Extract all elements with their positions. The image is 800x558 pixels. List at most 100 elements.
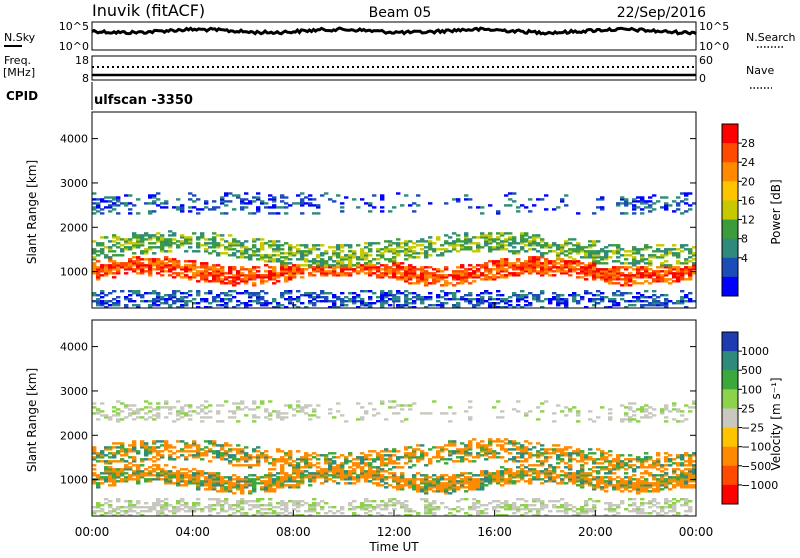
velocity-cell: [500, 506, 504, 508]
power-cell: [540, 290, 544, 292]
velocity-cell: [224, 458, 228, 460]
velocity-cell: [536, 442, 540, 444]
power-cell: [92, 262, 96, 264]
power-cell: [112, 196, 116, 198]
velocity-cell: [136, 506, 140, 508]
power-cell: [256, 254, 260, 256]
power-cell: [368, 242, 372, 244]
power-cell: [348, 298, 352, 300]
velocity-cell: [172, 446, 176, 448]
power-cell: [300, 264, 304, 266]
power-cell: [344, 196, 348, 198]
power-cell: [660, 270, 664, 272]
velocity-cell: [176, 440, 180, 442]
power-cell: [308, 202, 312, 204]
velocity-cell: [224, 486, 228, 488]
velocity-cell: [488, 472, 492, 474]
power-cell: [120, 254, 124, 256]
power-cell: [472, 242, 476, 244]
velocity-cell: [584, 472, 588, 474]
velocity-cell: [548, 470, 552, 472]
velocity-cell: [400, 484, 404, 486]
power-cell: [320, 252, 324, 254]
power-cell: [372, 302, 376, 304]
power-cell: [100, 296, 104, 298]
power-cell: [624, 254, 628, 256]
velocity-cell: [204, 440, 208, 442]
power-cell: [236, 292, 240, 294]
velocity-cell: [292, 476, 296, 478]
velocity-cell: [336, 456, 340, 458]
velocity-cell: [288, 474, 292, 476]
power-cell: [568, 274, 572, 276]
power-heatmap-cells: [92, 192, 696, 308]
power-cell: [232, 290, 236, 292]
velocity-cell: [572, 406, 576, 408]
power-cell: [568, 256, 572, 258]
velocity-cell: [216, 420, 220, 422]
velocity-cell: [100, 460, 104, 462]
power-cell: [216, 300, 220, 302]
power-cell: [540, 262, 544, 264]
velocity-cell: [236, 476, 240, 478]
power-cell: [204, 248, 208, 250]
velocity-cell: [180, 472, 184, 474]
velocity-cell: [116, 418, 120, 420]
power-cell: [324, 260, 328, 262]
power-cell: [636, 266, 640, 268]
velocity-cell: [368, 480, 372, 482]
power-cell: [116, 212, 120, 214]
velocity-cell: [452, 474, 456, 476]
power-cell: [328, 292, 332, 294]
power-cell: [396, 296, 400, 298]
power-cell: [428, 254, 432, 256]
power-cell: [204, 238, 208, 240]
velocity-cell: [228, 504, 232, 506]
velocity-cell: [96, 418, 100, 420]
velocity-cell: [272, 510, 276, 512]
colorbar-swatch: [722, 143, 738, 163]
velocity-cell: [468, 406, 472, 408]
velocity-cell: [556, 466, 560, 468]
power-cell: [504, 244, 508, 246]
power-cell: [304, 292, 308, 294]
velocity-cell: [420, 412, 424, 414]
velocity-cell: [452, 412, 456, 414]
power-cell: [648, 196, 652, 198]
power-cell: [456, 244, 460, 246]
power-cell: [552, 292, 556, 294]
velocity-cell: [392, 472, 396, 474]
power-cell: [504, 298, 508, 300]
velocity-cell: [564, 482, 568, 484]
power-cell: [420, 296, 424, 298]
power-cell: [164, 270, 168, 272]
power-cell: [604, 250, 608, 252]
velocity-cell: [288, 462, 292, 464]
power-cell: [552, 208, 556, 210]
power-cell: [592, 294, 596, 296]
velocity-cell: [172, 406, 176, 408]
power-cell: [412, 202, 416, 204]
velocity-cell: [152, 418, 156, 420]
power-cell: [640, 196, 644, 198]
velocity-cell: [412, 402, 416, 404]
velocity-cell: [280, 512, 284, 514]
velocity-cell: [340, 454, 344, 456]
power-cell: [352, 296, 356, 298]
velocity-cell: [564, 452, 568, 454]
power-cell: [288, 296, 292, 298]
power-cell: [400, 242, 404, 244]
power-cell: [244, 290, 248, 292]
power-cell: [612, 292, 616, 294]
velocity-cell: [116, 460, 120, 462]
velocity-cell: [208, 460, 212, 462]
velocity-cell: [584, 462, 588, 464]
velocity-cell: [176, 400, 180, 402]
power-cell: [624, 266, 628, 268]
power-cell: [568, 238, 572, 240]
power-cell: [648, 282, 652, 284]
velocity-cell: [124, 460, 128, 462]
velocity-cell: [148, 506, 152, 508]
colorbar-swatch: [722, 239, 738, 259]
